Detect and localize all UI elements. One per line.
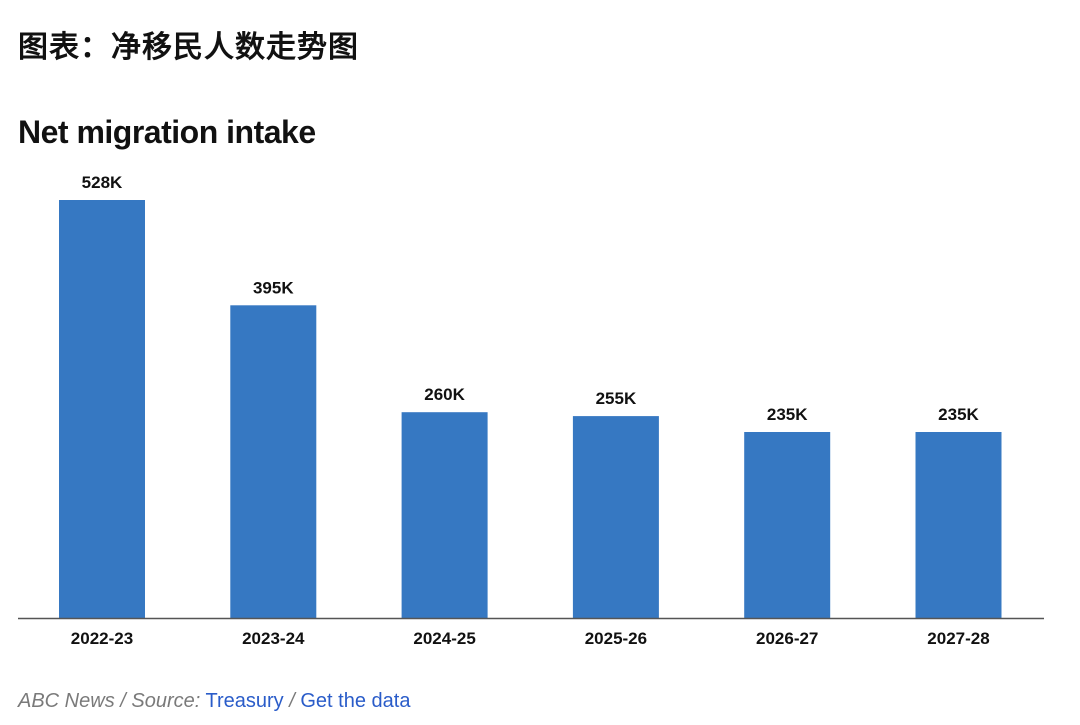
bar-2025-26 bbox=[572, 416, 659, 618]
x-tick-label-2025-26: 2025-26 bbox=[585, 629, 647, 648]
value-label-2026-27: 235K bbox=[767, 405, 808, 424]
bars-layer bbox=[59, 200, 1002, 618]
page-heading: 图表：净移民人数走势图 bbox=[18, 30, 359, 65]
get-data-link[interactable]: Get the data bbox=[300, 690, 411, 712]
bar-2026-27 bbox=[744, 432, 831, 618]
bar-2022-23 bbox=[59, 200, 145, 618]
value-label-2027-28: 235K bbox=[938, 405, 979, 424]
footer-credits: ABC News / Source: Treasury / Get the da… bbox=[18, 690, 410, 713]
bar-2024-25 bbox=[401, 412, 488, 618]
value-label-2023-24: 395K bbox=[253, 278, 294, 297]
value-label-2022-23: 528K bbox=[82, 173, 123, 192]
chart-title: Net migration intake bbox=[18, 114, 316, 150]
source-link[interactable]: Treasury bbox=[205, 690, 284, 712]
publisher-text: ABC News bbox=[18, 690, 115, 712]
x-tick-label-2027-28: 2027-28 bbox=[927, 629, 989, 648]
x-tick-label-2026-27: 2026-27 bbox=[756, 629, 818, 648]
separator: / bbox=[283, 690, 301, 712]
value-label-2025-26: 255K bbox=[596, 389, 637, 408]
source-label: Source: bbox=[131, 690, 201, 712]
separator: / bbox=[114, 690, 132, 712]
value-labels-layer: 528K 395K 260K 255K 235K 235K bbox=[82, 173, 980, 424]
bar-2027-28 bbox=[915, 432, 1002, 618]
x-tick-label-2022-23: 2022-23 bbox=[71, 629, 133, 648]
x-tick-label-2024-25: 2024-25 bbox=[413, 629, 475, 648]
x-tick-label-2023-24: 2023-24 bbox=[242, 629, 305, 648]
tick-labels-layer: 2022-23 2023-24 2024-25 2025-26 2026-27 2027-… bbox=[71, 629, 990, 648]
value-label-2024-25: 260K bbox=[424, 385, 465, 404]
bar-2023-24 bbox=[230, 305, 317, 618]
